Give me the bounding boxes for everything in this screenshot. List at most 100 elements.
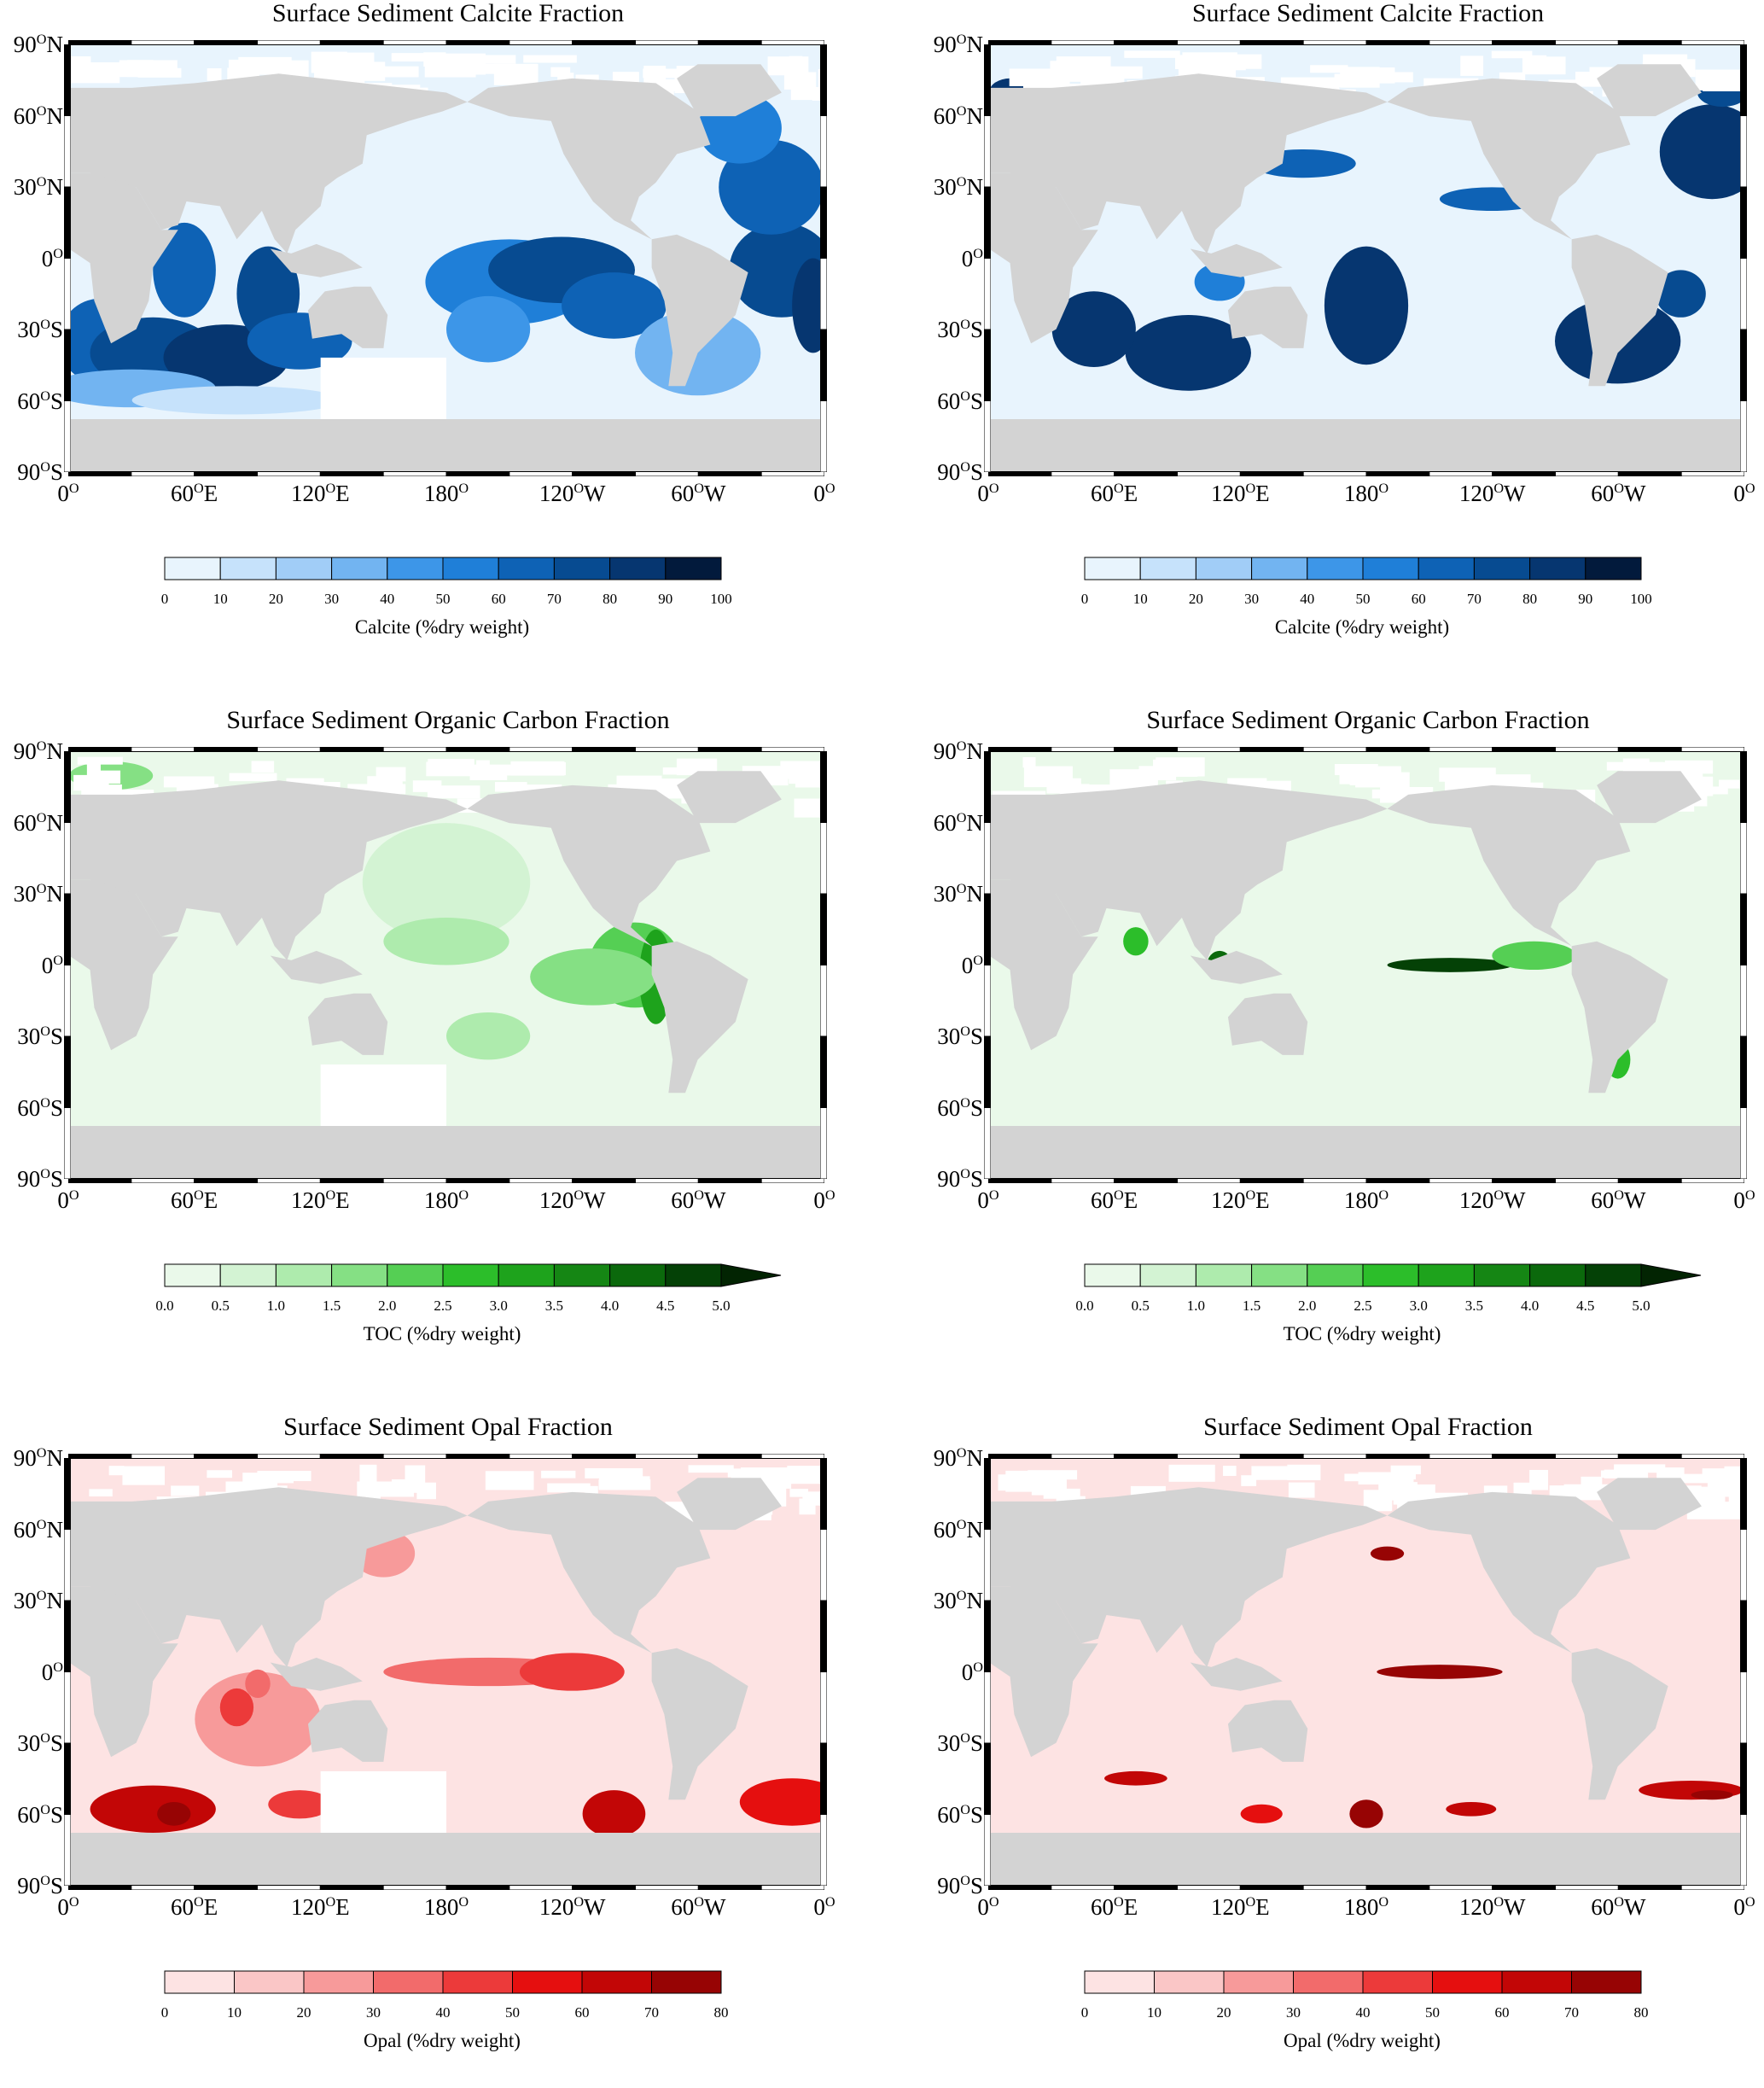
colorbar-tick-label: 0.0: [155, 1298, 174, 1314]
map-frame-right: [820, 1458, 827, 1886]
degree-symbol: O: [40, 388, 50, 404]
no-data-cell: [367, 776, 403, 787]
land-mask: [1190, 243, 1283, 277]
lon-degree: 60: [171, 1187, 195, 1213]
colorbar-tick-label: 50: [505, 2004, 520, 2021]
longitude-tick-label: 0O: [813, 481, 835, 506]
lat-degree: 90: [13, 738, 37, 764]
degree-symbol: O: [988, 481, 999, 496]
lon-hemisphere: W: [1623, 481, 1646, 506]
longitude-tick-label: 120OE: [291, 1894, 350, 1920]
land-mask: [69, 1833, 824, 1885]
longitude-tick-label: 0O: [57, 1187, 79, 1213]
lat-degree: 0: [41, 1659, 54, 1685]
latitude-tick-label: 60ON: [920, 1517, 983, 1543]
no-data-cell: [242, 1473, 294, 1484]
map-frame-bottom: [68, 1883, 824, 1890]
lat-hemisphere: S: [969, 1873, 983, 1898]
latitude-tick-label: 60OS: [0, 388, 63, 414]
lat-degree: 90: [937, 459, 961, 485]
lon-degree: 0: [1733, 481, 1745, 506]
land-mask: [69, 1586, 178, 1758]
colorbar-swatch: [553, 557, 611, 580]
colorbar-label: Opal (%dry weight): [364, 2030, 521, 2051]
lat-hemisphere: S: [49, 317, 63, 342]
colorbar-tick-label: 3.0: [1409, 1298, 1428, 1314]
colorbar-swatch: [442, 557, 499, 580]
degree-symbol: O: [694, 1894, 704, 1910]
lat-degree: 30: [17, 1024, 41, 1049]
colorbar-swatch: [1571, 1970, 1642, 1994]
colorbar-swatch: [1084, 1263, 1141, 1287]
sediment-fraction-patch: [739, 1778, 824, 1826]
colorbar: [1084, 1263, 1702, 1287]
degree-symbol: O: [40, 1166, 50, 1181]
no-data-region: [320, 357, 446, 424]
colorbar-swatch: [1362, 1263, 1419, 1287]
no-data-cell: [1124, 50, 1180, 58]
sediment-fraction-patch: [1446, 1801, 1497, 1817]
colorbar-swatch: [164, 1263, 221, 1287]
longitude-tick-label: 180O: [1344, 1894, 1388, 1920]
no-data-cell: [1724, 1466, 1744, 1487]
colorbar-swatch: [387, 1263, 444, 1287]
colorbar-tick-label: 70: [1564, 2004, 1579, 2021]
latitude-tick-label: 30OS: [0, 1024, 63, 1049]
lon-hemisphere: W: [1623, 1187, 1646, 1213]
degree-symbol: O: [1378, 1187, 1389, 1203]
lon-degree: 120: [1458, 1187, 1494, 1213]
colorbar-extend-arrow: [720, 1263, 782, 1287]
colorbar-swatch: [665, 1263, 722, 1287]
degree-symbol: O: [1378, 1894, 1389, 1910]
colorbar-tick-label: 30: [366, 2004, 381, 2021]
latitude-tick-label: 30OS: [920, 1730, 983, 1756]
panel-title: Surface Sediment Opal Fraction: [283, 1413, 613, 1441]
lat-degree: 90: [17, 459, 41, 485]
longitude-tick-label: 60OW: [1591, 1894, 1645, 1920]
lat-degree: 90: [933, 32, 957, 57]
map-field: [69, 45, 824, 471]
map-field: [69, 752, 824, 1178]
no-data-cell: [547, 1483, 591, 1493]
degree-symbol: O: [36, 102, 47, 119]
sediment-fraction-patch: [1387, 958, 1513, 972]
degree-symbol: O: [1493, 1894, 1505, 1910]
no-data-cell: [550, 67, 571, 77]
colorbar-tick-label: 40: [435, 2004, 451, 2021]
no-data-cell: [790, 87, 824, 101]
sediment-fraction-patch: [1370, 1546, 1405, 1561]
no-data-cell: [347, 784, 406, 795]
colorbar-svg: [1084, 1263, 1702, 1287]
degree-symbol: O: [960, 1730, 970, 1746]
colorbar-swatch: [275, 557, 333, 580]
lat-degree: 0: [961, 245, 974, 271]
longitude-tick-label: 60OW: [671, 1187, 725, 1213]
no-data-cell: [1223, 1466, 1237, 1476]
degree-symbol: O: [956, 102, 967, 119]
latitude-tick-label: 90ON: [0, 738, 63, 764]
map-frame-top: [68, 1454, 824, 1461]
degree-symbol: O: [956, 1588, 967, 1603]
longitude-tick-label: 60OW: [1591, 1187, 1645, 1213]
sediment-fraction-patch: [530, 948, 656, 1006]
lon-hemisphere: W: [703, 1894, 726, 1920]
colorbar-swatch: [1529, 557, 1586, 580]
panel-title: Surface Sediment Organic Carbon Fraction: [1146, 706, 1590, 734]
latitude-tick-label: 90OS: [0, 1166, 63, 1192]
lat-hemisphere: S: [969, 1166, 983, 1192]
colorbar-tick-label: 4.0: [1520, 1298, 1540, 1314]
sediment-fraction-patch: [1324, 246, 1409, 365]
colorbar-swatch: [387, 557, 444, 580]
map-frame-right: [1740, 751, 1747, 1179]
no-data-cell: [207, 68, 222, 81]
degree-symbol: O: [40, 1730, 50, 1746]
map-frame-right: [820, 44, 827, 472]
no-data-cell: [612, 72, 639, 84]
colorbar-tick-label: 40: [1300, 591, 1315, 607]
lat-degree: 30: [933, 174, 957, 200]
lat-degree: 30: [937, 317, 961, 342]
colorbar-swatch: [1585, 557, 1642, 580]
panel-title: Surface Sediment Calcite Fraction: [1191, 0, 1545, 27]
lon-hemisphere: W: [1504, 481, 1526, 506]
no-data-cell: [69, 56, 91, 71]
